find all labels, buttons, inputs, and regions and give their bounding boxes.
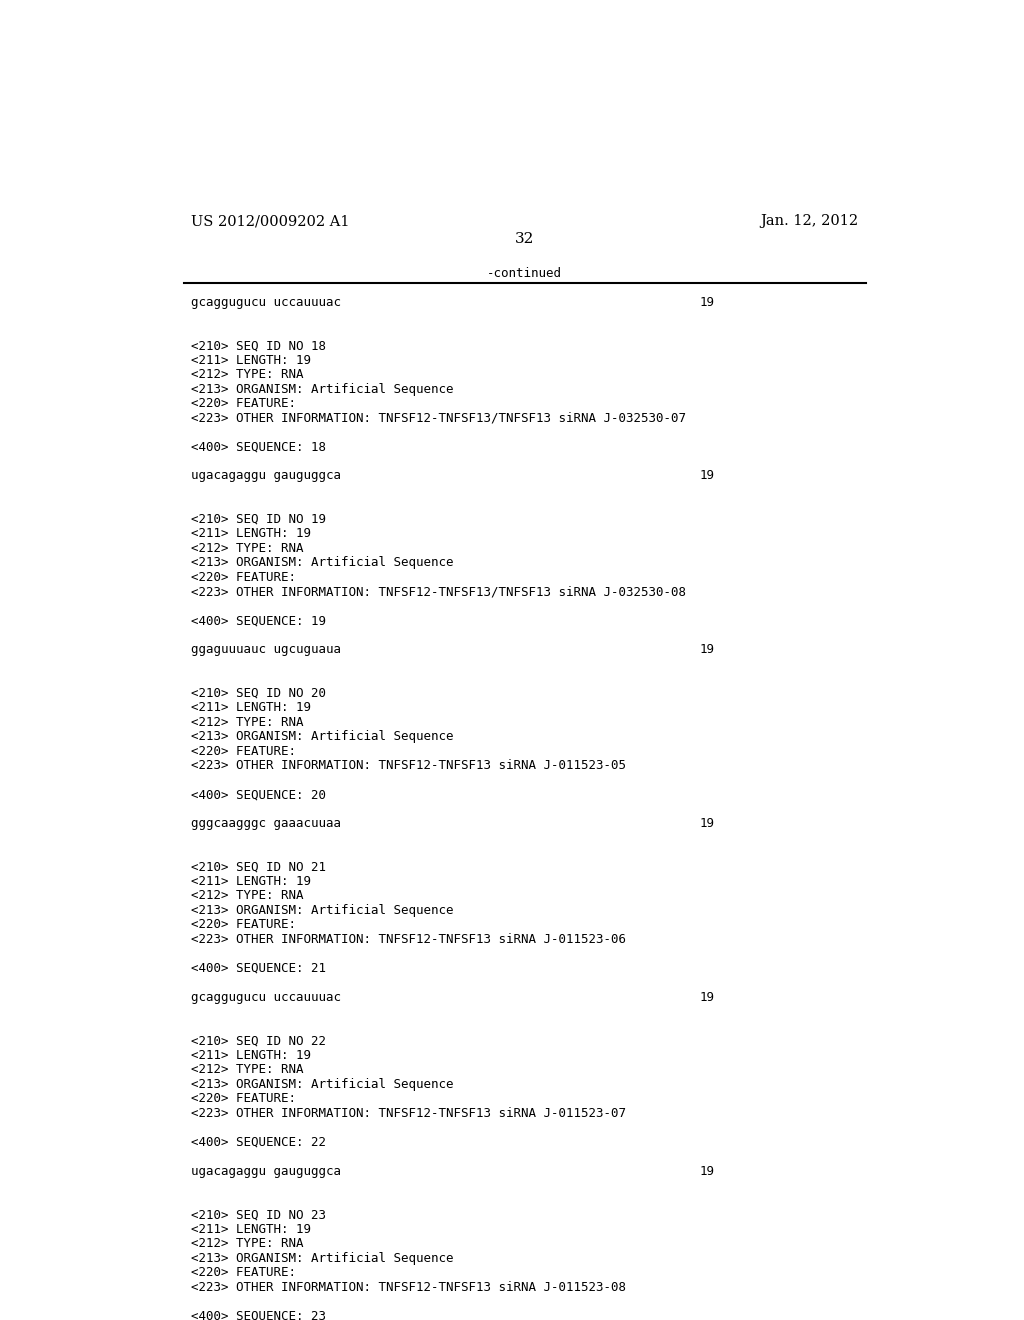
Text: gggcaagggc gaaacuuaa: gggcaagggc gaaacuuaa xyxy=(191,817,341,830)
Text: <213> ORGANISM: Artificial Sequence: <213> ORGANISM: Artificial Sequence xyxy=(191,730,454,743)
Text: <210> SEQ ID NO 18: <210> SEQ ID NO 18 xyxy=(191,339,327,352)
Text: <223> OTHER INFORMATION: TNFSF12-TNFSF13 siRNA J-011523-06: <223> OTHER INFORMATION: TNFSF12-TNFSF13… xyxy=(191,933,627,946)
Text: <210> SEQ ID NO 19: <210> SEQ ID NO 19 xyxy=(191,513,327,525)
Text: <213> ORGANISM: Artificial Sequence: <213> ORGANISM: Artificial Sequence xyxy=(191,556,454,569)
Text: <213> ORGANISM: Artificial Sequence: <213> ORGANISM: Artificial Sequence xyxy=(191,1077,454,1090)
Text: <211> LENGTH: 19: <211> LENGTH: 19 xyxy=(191,875,311,888)
Text: <211> LENGTH: 19: <211> LENGTH: 19 xyxy=(191,1049,311,1061)
Text: ugacagaggu gauguggca: ugacagaggu gauguggca xyxy=(191,470,341,482)
Text: 19: 19 xyxy=(699,1164,715,1177)
Text: <223> OTHER INFORMATION: TNFSF12-TNFSF13 siRNA J-011523-05: <223> OTHER INFORMATION: TNFSF12-TNFSF13… xyxy=(191,759,627,772)
Text: <212> TYPE: RNA: <212> TYPE: RNA xyxy=(191,890,304,903)
Text: gcaggugucu uccauuuac: gcaggugucu uccauuuac xyxy=(191,991,341,1003)
Text: <213> ORGANISM: Artificial Sequence: <213> ORGANISM: Artificial Sequence xyxy=(191,1251,454,1265)
Text: <220> FEATURE:: <220> FEATURE: xyxy=(191,919,297,932)
Text: <210> SEQ ID NO 20: <210> SEQ ID NO 20 xyxy=(191,686,327,700)
Text: <210> SEQ ID NO 21: <210> SEQ ID NO 21 xyxy=(191,861,327,874)
Text: 19: 19 xyxy=(699,991,715,1003)
Text: <400> SEQUENCE: 19: <400> SEQUENCE: 19 xyxy=(191,614,327,627)
Text: <400> SEQUENCE: 18: <400> SEQUENCE: 18 xyxy=(191,441,327,454)
Text: <213> ORGANISM: Artificial Sequence: <213> ORGANISM: Artificial Sequence xyxy=(191,904,454,917)
Text: <400> SEQUENCE: 20: <400> SEQUENCE: 20 xyxy=(191,788,327,801)
Text: <210> SEQ ID NO 22: <210> SEQ ID NO 22 xyxy=(191,1035,327,1047)
Text: <223> OTHER INFORMATION: TNFSF12-TNFSF13 siRNA J-011523-08: <223> OTHER INFORMATION: TNFSF12-TNFSF13… xyxy=(191,1280,627,1294)
Text: <212> TYPE: RNA: <212> TYPE: RNA xyxy=(191,1063,304,1076)
Text: Jan. 12, 2012: Jan. 12, 2012 xyxy=(760,214,858,228)
Text: <400> SEQUENCE: 23: <400> SEQUENCE: 23 xyxy=(191,1309,327,1320)
Text: <220> FEATURE:: <220> FEATURE: xyxy=(191,397,297,411)
Text: 32: 32 xyxy=(515,231,535,246)
Text: <211> LENGTH: 19: <211> LENGTH: 19 xyxy=(191,701,311,714)
Text: <212> TYPE: RNA: <212> TYPE: RNA xyxy=(191,1237,304,1250)
Text: gcaggugucu uccauuuac: gcaggugucu uccauuuac xyxy=(191,296,341,309)
Text: <211> LENGTH: 19: <211> LENGTH: 19 xyxy=(191,1222,311,1236)
Text: <220> FEATURE:: <220> FEATURE: xyxy=(191,570,297,583)
Text: <220> FEATURE:: <220> FEATURE: xyxy=(191,744,297,758)
Text: <211> LENGTH: 19: <211> LENGTH: 19 xyxy=(191,354,311,367)
Text: 19: 19 xyxy=(699,296,715,309)
Text: -continued: -continued xyxy=(487,267,562,280)
Text: <213> ORGANISM: Artificial Sequence: <213> ORGANISM: Artificial Sequence xyxy=(191,383,454,396)
Text: ggaguuuauc ugcuguaua: ggaguuuauc ugcuguaua xyxy=(191,643,341,656)
Text: <223> OTHER INFORMATION: TNFSF12-TNFSF13/TNFSF13 siRNA J-032530-08: <223> OTHER INFORMATION: TNFSF12-TNFSF13… xyxy=(191,585,686,598)
Text: <220> FEATURE:: <220> FEATURE: xyxy=(191,1092,297,1105)
Text: <212> TYPE: RNA: <212> TYPE: RNA xyxy=(191,368,304,381)
Text: <210> SEQ ID NO 23: <210> SEQ ID NO 23 xyxy=(191,1208,327,1221)
Text: 19: 19 xyxy=(699,470,715,482)
Text: 19: 19 xyxy=(699,643,715,656)
Text: <223> OTHER INFORMATION: TNFSF12-TNFSF13/TNFSF13 siRNA J-032530-07: <223> OTHER INFORMATION: TNFSF12-TNFSF13… xyxy=(191,412,686,425)
Text: <212> TYPE: RNA: <212> TYPE: RNA xyxy=(191,715,304,729)
Text: <212> TYPE: RNA: <212> TYPE: RNA xyxy=(191,541,304,554)
Text: <400> SEQUENCE: 21: <400> SEQUENCE: 21 xyxy=(191,962,327,975)
Text: US 2012/0009202 A1: US 2012/0009202 A1 xyxy=(191,214,350,228)
Text: <211> LENGTH: 19: <211> LENGTH: 19 xyxy=(191,528,311,540)
Text: <220> FEATURE:: <220> FEATURE: xyxy=(191,1266,297,1279)
Text: ugacagaggu gauguggca: ugacagaggu gauguggca xyxy=(191,1164,341,1177)
Text: <223> OTHER INFORMATION: TNFSF12-TNFSF13 siRNA J-011523-07: <223> OTHER INFORMATION: TNFSF12-TNFSF13… xyxy=(191,1106,627,1119)
Text: 19: 19 xyxy=(699,817,715,830)
Text: <400> SEQUENCE: 22: <400> SEQUENCE: 22 xyxy=(191,1135,327,1148)
